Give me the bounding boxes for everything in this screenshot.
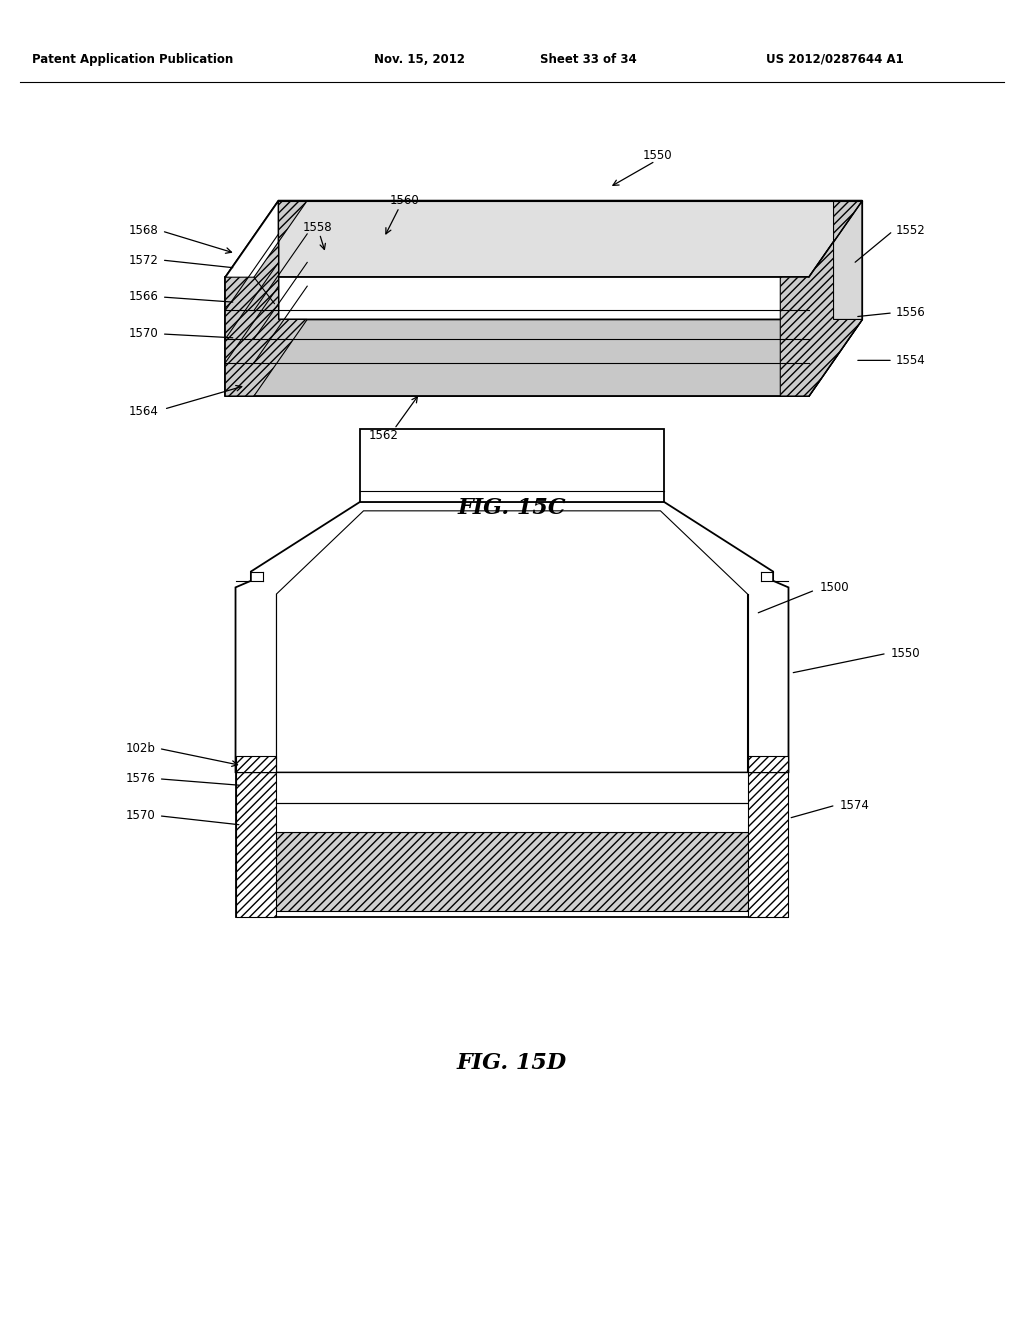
Text: Nov. 15, 2012: Nov. 15, 2012 (375, 53, 465, 66)
Polygon shape (225, 201, 279, 396)
Polygon shape (236, 502, 788, 772)
Text: 102b: 102b (126, 742, 156, 755)
Polygon shape (225, 201, 862, 277)
Text: Sheet 33 of 34: Sheet 33 of 34 (541, 53, 637, 66)
Text: 1568: 1568 (129, 224, 159, 238)
Text: 1564: 1564 (129, 405, 159, 418)
Text: FIG. 15C: FIG. 15C (458, 498, 566, 519)
Text: US 2012/0287644 A1: US 2012/0287644 A1 (766, 53, 903, 66)
Text: 1566: 1566 (129, 290, 159, 304)
Text: 1550: 1550 (891, 647, 921, 660)
Text: Patent Application Publication: Patent Application Publication (33, 53, 233, 66)
Polygon shape (748, 756, 788, 772)
Polygon shape (225, 319, 862, 396)
Text: 1570: 1570 (126, 809, 156, 822)
Text: 1552: 1552 (896, 224, 926, 238)
Text: 1554: 1554 (896, 354, 926, 367)
Polygon shape (809, 201, 862, 396)
Text: 1570: 1570 (129, 327, 159, 341)
Polygon shape (780, 201, 862, 396)
Text: 1560: 1560 (389, 194, 420, 207)
Text: 1562: 1562 (369, 429, 399, 442)
Text: 1572: 1572 (129, 253, 159, 267)
Text: 1500: 1500 (819, 581, 849, 594)
Polygon shape (236, 756, 276, 772)
Text: FIG. 15D: FIG. 15D (457, 1052, 567, 1073)
Polygon shape (236, 772, 276, 917)
Text: 1576: 1576 (126, 772, 156, 785)
Polygon shape (225, 201, 307, 396)
Polygon shape (360, 429, 664, 502)
Polygon shape (241, 832, 783, 911)
Polygon shape (225, 277, 809, 396)
Polygon shape (236, 772, 788, 917)
Text: 1556: 1556 (896, 306, 926, 319)
Text: 1574: 1574 (840, 799, 869, 812)
Polygon shape (748, 772, 788, 917)
Text: 1550: 1550 (643, 149, 673, 162)
Polygon shape (276, 511, 748, 772)
Text: 1558: 1558 (303, 220, 332, 234)
Polygon shape (241, 803, 783, 832)
